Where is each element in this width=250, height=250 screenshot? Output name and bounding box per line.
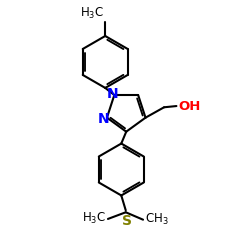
Text: CH$_3$: CH$_3$ xyxy=(144,212,168,227)
Text: N: N xyxy=(98,112,110,126)
Text: H$_3$C: H$_3$C xyxy=(80,6,104,21)
Text: OH: OH xyxy=(178,100,201,112)
Text: H$_3$C: H$_3$C xyxy=(82,212,106,226)
Text: S: S xyxy=(122,214,132,228)
Text: N: N xyxy=(107,87,118,101)
